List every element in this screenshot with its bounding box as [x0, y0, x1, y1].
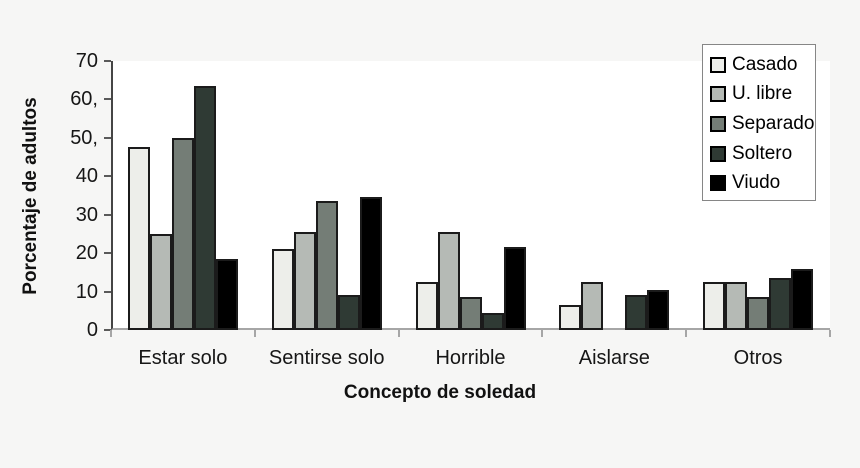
bar-soltero-horrible — [481, 312, 504, 330]
bar-u-libre-otros — [725, 281, 748, 330]
bar-casado-aislarse — [559, 305, 582, 330]
y-axis-tick-label: 60, — [70, 88, 98, 111]
x-category-label-estar-solo: Estar solo — [138, 347, 228, 369]
x-category-label-aislarse: Aislarse — [578, 347, 650, 369]
legend-item-viudo: Viudo — [710, 168, 815, 198]
legend-label: Casado — [732, 53, 798, 75]
legend-label: Separado — [732, 112, 815, 134]
x-axis-tick — [829, 330, 831, 337]
bar-separado-estar-solo — [171, 137, 194, 330]
bar-viudo-horrible — [503, 247, 526, 330]
y-axis-tick-label: 0 — [86, 319, 98, 341]
bar-u-libre-horrible — [437, 232, 460, 330]
bar-casado-estar-solo — [127, 147, 150, 330]
y-axis-tick-label: 20 — [75, 242, 98, 265]
legend-swatch-icon — [710, 86, 726, 103]
legend-item-separado: Separado — [710, 109, 815, 139]
x-axis-tick — [541, 330, 544, 337]
bar-casado-sentirse-solo — [271, 249, 294, 330]
x-category-label-sentirse-solo: Sentirse solo — [268, 347, 385, 369]
bar-soltero-sentirse-solo — [337, 295, 360, 330]
x-axis-tick — [397, 330, 400, 337]
bar-viudo-otros — [791, 268, 814, 330]
y-axis-tick-label: 40 — [75, 165, 98, 188]
y-axis-tick-label: 70 — [75, 50, 98, 72]
legend-swatch-icon — [710, 115, 726, 132]
bar-soltero-estar-solo — [193, 85, 216, 330]
y-axis-tick-label: 10 — [75, 280, 98, 303]
legend-swatch-icon — [710, 175, 726, 192]
y-axis-tick — [104, 252, 111, 255]
bar-separado-otros — [747, 297, 770, 330]
legend-label: Viudo — [732, 172, 781, 194]
bar-viudo-estar-solo — [215, 258, 238, 330]
bar-soltero-otros — [769, 278, 792, 330]
x-axis-tick — [685, 330, 688, 337]
legend-swatch-icon — [710, 145, 726, 162]
bar-u-libre-estar-solo — [149, 233, 172, 330]
bar-viudo-sentirse-solo — [359, 197, 382, 330]
legend: Casado U. libre Separado Soltero Viudo — [702, 44, 816, 201]
legend-label: Soltero — [732, 142, 793, 164]
legend-item-casado: Casado — [710, 50, 815, 80]
y-axis-tick — [104, 329, 111, 331]
x-axis-tick — [253, 330, 256, 337]
y-axis-tick-label: 50, — [70, 126, 98, 149]
bar-viudo-aislarse — [647, 289, 670, 330]
y-axis-tick — [104, 136, 111, 139]
legend-item-soltero: Soltero — [710, 139, 815, 169]
y-axis-tick-label: 30 — [75, 203, 98, 226]
y-axis-tick — [104, 98, 111, 101]
bar-casado-otros — [703, 281, 726, 330]
bar-separado-sentirse-solo — [315, 201, 338, 330]
x-axis-title: Concepto de soledad — [343, 382, 537, 403]
y-axis-tick — [104, 213, 111, 216]
x-category-label-horrible: Horrible — [435, 347, 506, 369]
bar-u-libre-aislarse — [581, 281, 604, 330]
legend-item-u-libre: U. libre — [710, 80, 815, 110]
x-axis-tick — [110, 330, 112, 337]
bar-u-libre-sentirse-solo — [293, 232, 316, 330]
y-axis-tick — [104, 290, 111, 293]
x-category-label-otros: Otros — [733, 347, 783, 369]
y-axis-tick — [104, 175, 111, 178]
legend-label: U. libre — [732, 83, 793, 105]
bar-soltero-aislarse — [625, 295, 648, 330]
legend-swatch-icon — [710, 56, 726, 73]
bar-separado-horrible — [459, 297, 482, 330]
bar-casado-horrible — [415, 281, 438, 330]
y-axis-tick — [104, 60, 111, 62]
